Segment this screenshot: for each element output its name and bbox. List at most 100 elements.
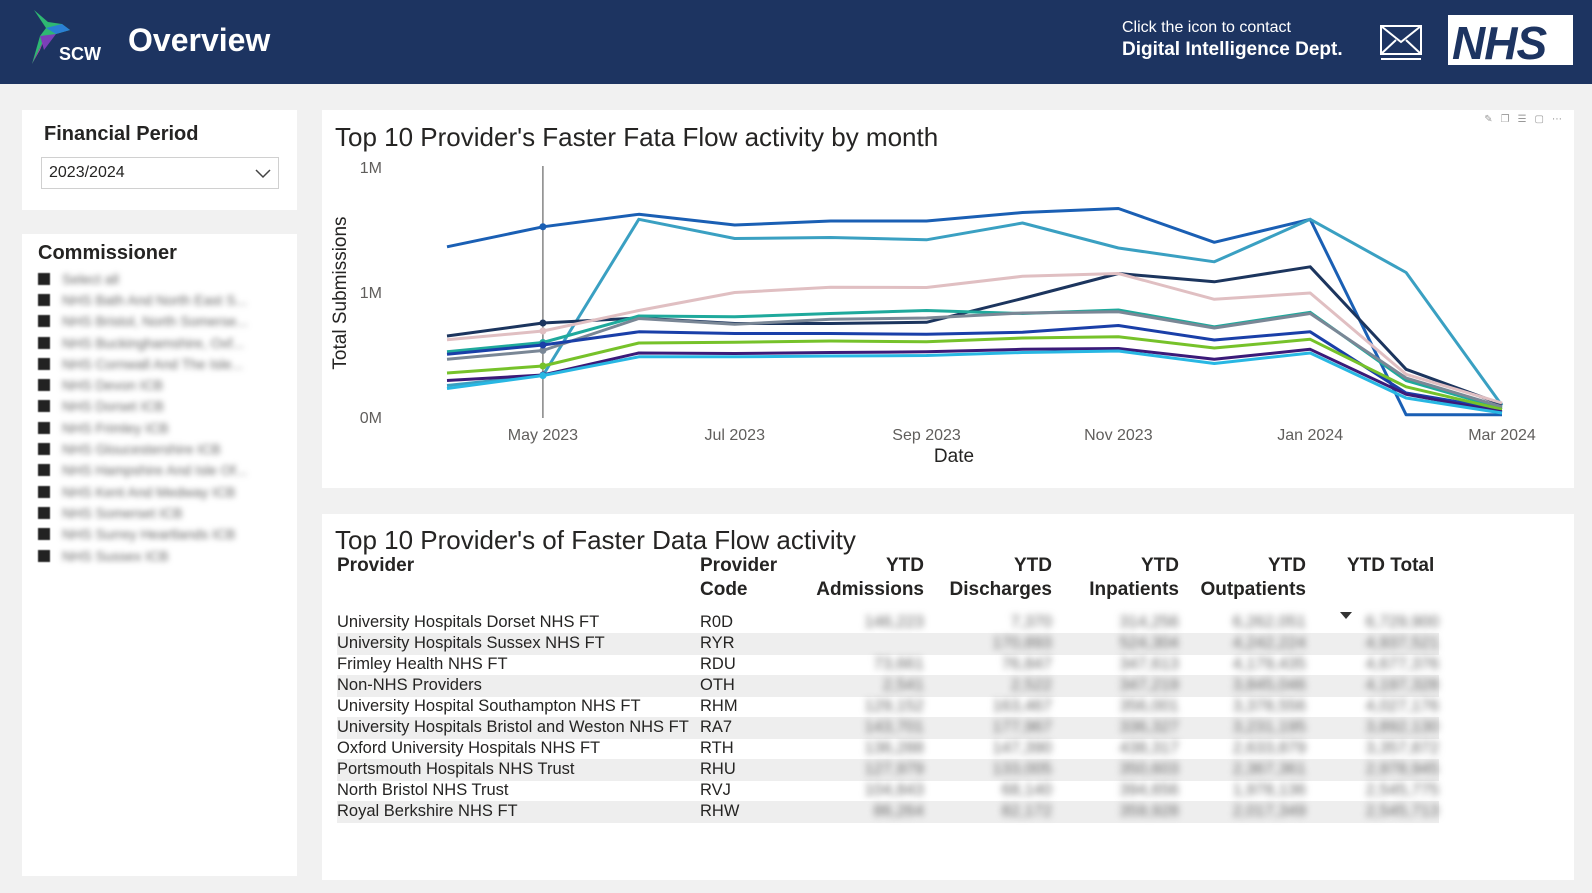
series-line[interactable] xyxy=(446,265,1503,406)
commissioner-item[interactable]: NHS Cornwall And The Isle... xyxy=(38,353,288,374)
x-axis-label: Date xyxy=(934,446,974,467)
table-row[interactable]: Frimley Health NHS FT RDU 73,661 76,847 347,… xyxy=(337,654,1439,676)
filter-icon[interactable]: ☰ xyxy=(1517,114,1527,125)
commissioner-item[interactable]: NHS Devon ICB xyxy=(38,374,288,395)
commissioner-item-label: NHS Gloucestershire ICB xyxy=(62,441,221,458)
series-line[interactable] xyxy=(446,335,1503,411)
focus-mode-icon[interactable]: ▢ xyxy=(1534,114,1544,125)
commissioner-item[interactable]: Select all xyxy=(38,268,288,289)
cell-total: 2,545,775 xyxy=(1365,781,1439,799)
checkbox-icon[interactable] xyxy=(38,549,50,562)
checkbox-icon[interactable] xyxy=(38,464,50,477)
series-hover-point[interactable] xyxy=(539,223,547,231)
checkbox-icon[interactable] xyxy=(38,443,50,456)
commissioner-item[interactable]: NHS Hampshire And Isle Of... xyxy=(38,460,288,481)
header-bar: SCW Overview Click the icon to contact D… xyxy=(0,0,1592,84)
series-line[interactable] xyxy=(446,217,1504,407)
header-ytd-outpatients[interactable]: YTD Outpatients xyxy=(1184,554,1306,602)
commissioner-item[interactable]: NHS Bath And North East S... xyxy=(38,289,288,310)
y-tick-label: 1M xyxy=(360,285,382,302)
cell-inp: 336,327 xyxy=(1119,718,1179,736)
series-hover-point[interactable] xyxy=(539,341,547,349)
checkbox-icon[interactable] xyxy=(38,400,50,413)
commissioner-item-label: NHS Somerset ICB xyxy=(62,504,183,521)
line-chart-visual: Top 10 Provider's Faster Fata Flow activ… xyxy=(322,110,1574,488)
mail-icon[interactable] xyxy=(1378,22,1424,62)
commissioner-item[interactable]: NHS Buckinghamshire, Oxf... xyxy=(38,332,288,353)
table-row[interactable]: University Hospitals Bristol and Weston … xyxy=(337,717,1439,739)
table-row[interactable]: University Hospital Southampton NHS FT RH… xyxy=(337,696,1439,718)
commissioner-item-label: NHS Devon ICB xyxy=(62,377,164,394)
checkbox-icon[interactable] xyxy=(38,293,50,306)
series-hover-point[interactable] xyxy=(539,319,547,327)
cell-total: 3,357,872 xyxy=(1365,739,1439,757)
checkbox-icon[interactable] xyxy=(38,421,50,434)
checkbox-icon[interactable] xyxy=(38,315,50,328)
commissioner-item-label: NHS Bristol, North Somerse... xyxy=(62,313,248,330)
visual-header-icons: ✎ ❐ ☰ ▢ ⋯ xyxy=(1484,114,1562,125)
checkbox-icon[interactable] xyxy=(38,336,50,349)
commissioner-item[interactable]: NHS Frimley ICB xyxy=(38,417,288,438)
header-ytd-outpatients-line2: Outpatients xyxy=(1200,579,1306,600)
series-line[interactable] xyxy=(446,324,1503,411)
commissioner-item[interactable]: NHS Bristol, North Somerse... xyxy=(38,311,288,332)
commissioner-item[interactable]: NHS Dorset ICB xyxy=(38,396,288,417)
header-ytd-total[interactable]: YTD Total xyxy=(1347,555,1435,576)
series-line[interactable] xyxy=(446,347,1503,414)
financial-period-dropdown[interactable]: 2023/2024 xyxy=(41,157,279,189)
series-line[interactable] xyxy=(446,272,1503,405)
header-ytd-discharges[interactable]: YTD Discharges xyxy=(932,554,1052,602)
commissioner-list: Select all NHS Bath And North East S... NH… xyxy=(38,268,288,566)
cell-code: RYR xyxy=(700,634,735,652)
commissioner-item[interactable]: NHS Surrey Heartlands ICB xyxy=(38,524,288,545)
x-tick-label: May 2023 xyxy=(508,427,578,444)
commissioner-item[interactable]: NHS Sussex ICB xyxy=(38,545,288,566)
table-row[interactable]: Portsmouth Hospitals NHS Trust RHU 127,979… xyxy=(337,759,1439,781)
chart-title: Top 10 Provider's Faster Fata Flow activ… xyxy=(335,122,939,152)
y-tick-label: 1M xyxy=(360,160,382,177)
series-line[interactable] xyxy=(446,310,1503,409)
more-options-icon[interactable]: ⋯ xyxy=(1552,114,1562,125)
table-row[interactable]: University Hospitals Sussex NHS FT RYR 170… xyxy=(337,633,1439,655)
table-row[interactable]: North Bristol NHS Trust RVJ 104,843 68,140 3… xyxy=(337,780,1439,802)
commissioner-item[interactable]: NHS Kent And Medway ICB xyxy=(38,481,288,502)
cell-dis: 68,140 xyxy=(1001,781,1052,799)
cell-adm: 146,223 xyxy=(864,613,924,631)
checkbox-icon[interactable] xyxy=(38,506,50,519)
header-ytd-admissions[interactable]: YTD Admissions xyxy=(792,554,924,602)
commissioner-item[interactable]: NHS Gloucestershire ICB xyxy=(38,438,288,459)
series-hover-point[interactable] xyxy=(539,347,547,354)
checkbox-icon[interactable] xyxy=(38,485,50,498)
commissioner-item[interactable]: NHS Somerset ICB xyxy=(38,502,288,523)
table-row[interactable]: University Hospitals Dorset NHS FT R0D 146… xyxy=(337,612,1439,634)
checkbox-icon[interactable] xyxy=(38,357,50,370)
page-title: Overview xyxy=(128,22,271,58)
header-provider[interactable]: Provider xyxy=(337,555,415,576)
sort-descending-icon[interactable] xyxy=(1340,612,1352,620)
table-row[interactable]: Non-NHS Providers OTH 2,541 2,522 347,219 3,8… xyxy=(337,675,1439,697)
series-line[interactable] xyxy=(446,308,1503,410)
cell-inp: 524,304 xyxy=(1119,634,1179,652)
copy-icon[interactable]: ❐ xyxy=(1500,114,1510,125)
series-hover-point[interactable] xyxy=(539,362,547,370)
series-line[interactable] xyxy=(446,207,1502,417)
line-chart[interactable]: 0M 1M 1M May 2023 Jul 2023 Sep 2023 Nov 2023 Ja… xyxy=(322,110,1574,488)
series-line[interactable] xyxy=(446,349,1503,415)
series-hover-point[interactable] xyxy=(539,372,547,379)
cell-provider: University Hospitals Sussex NHS FT xyxy=(337,634,605,652)
cell-inp: 356,001 xyxy=(1119,697,1179,715)
table-row[interactable]: Royal Berkshire NHS FT RHW 86,264 82,172 359… xyxy=(337,801,1439,823)
checkbox-icon[interactable] xyxy=(38,379,50,392)
table-row[interactable]: Oxford University Hospitals NHS FT RTH 136… xyxy=(337,738,1439,760)
header-ytd-inpatients[interactable]: YTD Inpatients xyxy=(1067,554,1179,602)
checkbox-icon[interactable] xyxy=(38,272,50,285)
pin-icon[interactable]: ✎ xyxy=(1484,114,1493,125)
cell-total: 4,197,328 xyxy=(1365,676,1439,694)
header-provider-code[interactable]: Provider Code xyxy=(700,554,777,602)
cell-adm: 129,152 xyxy=(864,697,924,715)
series-hover-point[interactable] xyxy=(539,327,547,335)
cell-provider: Non-NHS Providers xyxy=(337,676,482,694)
cell-provider: University Hospital Southampton NHS FT xyxy=(337,697,641,715)
x-tick-label: Sep 2023 xyxy=(892,427,961,444)
checkbox-icon[interactable] xyxy=(38,528,50,541)
